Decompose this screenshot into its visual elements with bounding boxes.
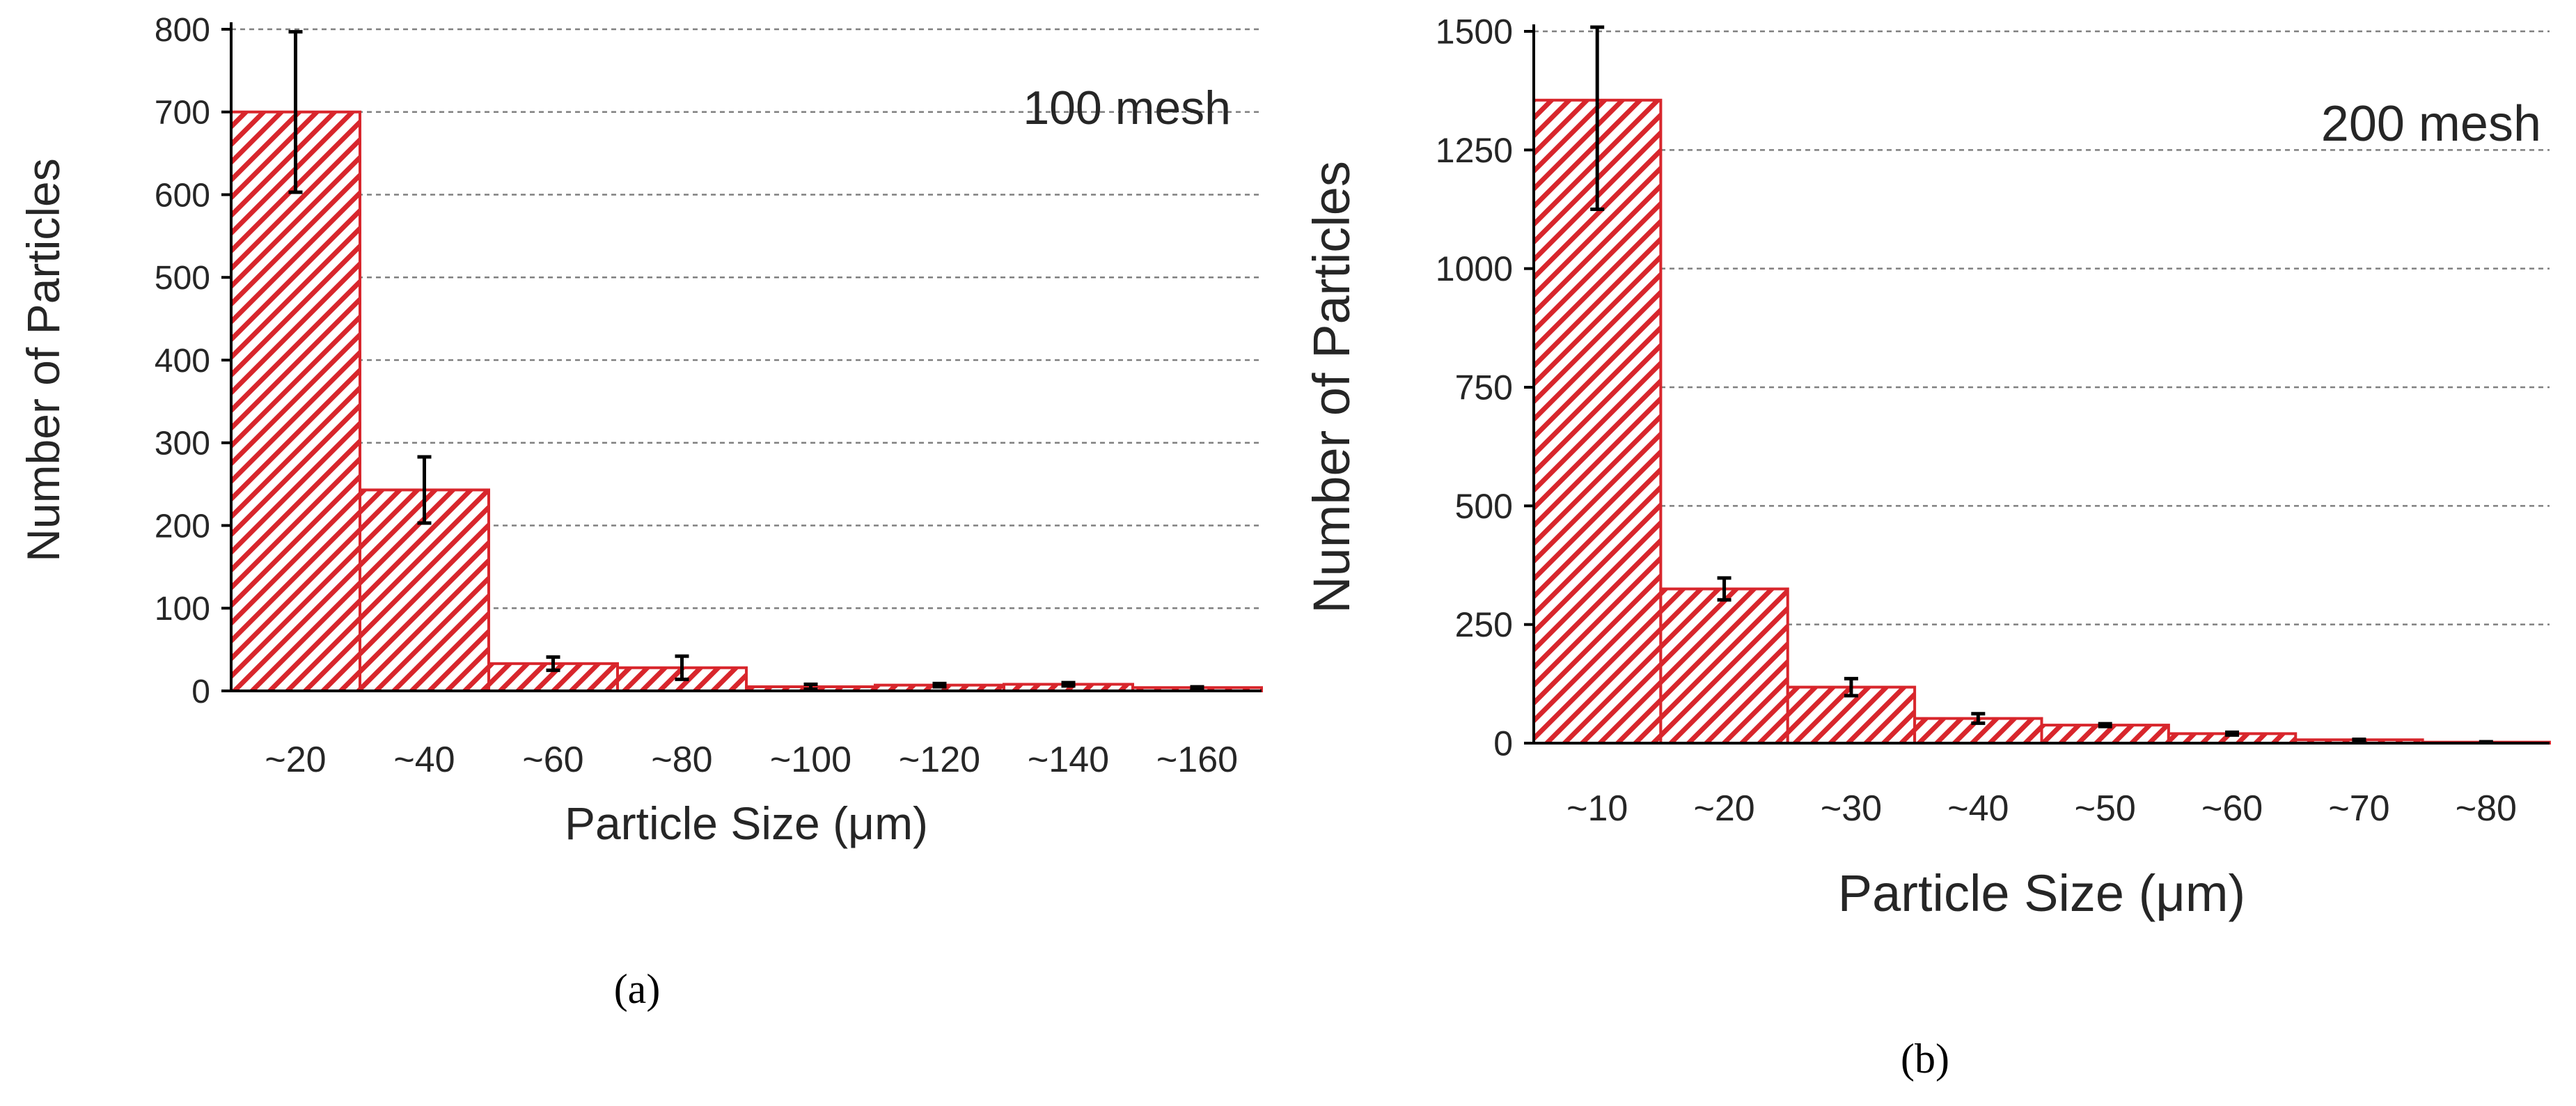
x-tick-label: ~60 xyxy=(522,740,583,780)
y-tick-label: 100 xyxy=(155,591,210,628)
panel-label-a: (a) xyxy=(614,966,661,1012)
y-tick-label: 250 xyxy=(1455,605,1513,644)
y-axis-title: Number of Particles xyxy=(1303,161,1360,614)
x-axis-title: Particle Size (μm) xyxy=(565,797,928,849)
bar xyxy=(1659,587,1789,745)
y-tick-label: 200 xyxy=(155,508,210,545)
y-tick-label: 600 xyxy=(155,177,210,214)
x-tick-label: ~40 xyxy=(393,740,455,780)
x-tick-label: ~10 xyxy=(1566,788,1628,829)
panel-label-b: (b) xyxy=(1901,1036,1949,1082)
x-tick-label: ~80 xyxy=(2456,788,2517,829)
y-tick-label: 500 xyxy=(1455,487,1513,526)
x-axis-title: Particle Size (μm) xyxy=(1838,864,2245,922)
bar xyxy=(230,110,361,692)
x-tick-label: ~100 xyxy=(770,740,851,780)
y-tick-label: 1250 xyxy=(1436,131,1513,170)
x-tick-label: ~20 xyxy=(1693,788,1754,829)
x-tick-label: ~20 xyxy=(265,740,326,780)
y-tick-label: 800 xyxy=(155,12,210,49)
y-tick-label: 0 xyxy=(191,673,210,710)
y-tick-label: 300 xyxy=(155,426,210,462)
x-tick-label: ~160 xyxy=(1156,740,1238,780)
y-tick-label: 500 xyxy=(155,260,210,297)
x-tick-label: ~120 xyxy=(899,740,980,780)
y-tick-label: 750 xyxy=(1455,368,1513,407)
chart-100-mesh: 0 100 200 300 400 500 600 700 800 ~20 ~40 ~60 ~80 ~10… xyxy=(17,12,1263,849)
x-tick-label: ~60 xyxy=(2201,788,2263,829)
y-tick-label: 0 xyxy=(1493,724,1513,763)
y-tick-label: 1500 xyxy=(1436,13,1513,52)
chart-200-mesh: 0 250 500 750 1000 1250 1500 ~10 ~20 ~30 ~40 ~50 ~60… xyxy=(1303,13,2551,922)
mesh-annotation: 200 mesh xyxy=(2321,96,2541,152)
x-tick-label: ~50 xyxy=(2075,788,2136,829)
x-tick-label: ~140 xyxy=(1028,740,1109,780)
y-tick-label: 1000 xyxy=(1436,249,1513,288)
y-axis-title: Number of Particles xyxy=(17,158,69,562)
x-tick-label: ~70 xyxy=(2328,788,2389,829)
x-tick-label: ~80 xyxy=(651,740,712,780)
y-tick-label: 700 xyxy=(155,95,210,132)
x-tick-label: ~40 xyxy=(1947,788,2009,829)
y-tick-label: 400 xyxy=(155,343,210,380)
x-tick-label: ~30 xyxy=(1821,788,1882,829)
mesh-annotation: 100 mesh xyxy=(1023,81,1231,134)
